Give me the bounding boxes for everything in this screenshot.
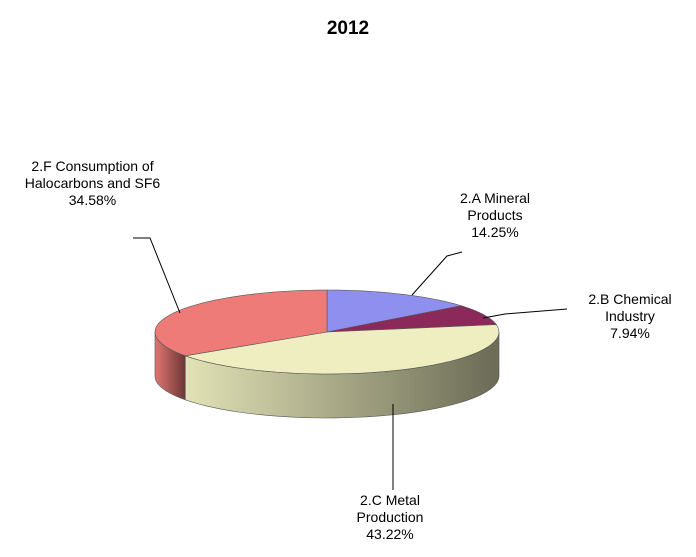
value-label: 7.94% xyxy=(610,325,650,341)
chart-title: 2012 xyxy=(326,18,370,39)
slice xyxy=(185,324,500,375)
category-label: 2.A Mineral Products xyxy=(459,190,531,223)
value-label: 43.22% xyxy=(366,526,414,542)
value-label: 14.25% xyxy=(471,224,519,240)
leader-line xyxy=(133,237,181,314)
category-label: 2.F Consumption of Halocarbons and SF6 xyxy=(24,158,161,191)
leader-line xyxy=(482,308,568,319)
slice-label: 2.C Metal Production 43.22% xyxy=(330,492,450,543)
category-label: 2.B Chemical Industry xyxy=(588,291,672,324)
category-label: 2.C Metal Production xyxy=(356,492,424,525)
slice xyxy=(154,289,328,357)
slice xyxy=(326,289,462,333)
slice-label: 2.A Mineral Products 14.25% xyxy=(445,190,545,241)
slice-label: 2.B Chemical Industry 7.94% xyxy=(565,291,695,342)
slice-label: 2.F Consumption of Halocarbons and SF6 34… xyxy=(10,158,175,209)
slice xyxy=(326,305,497,333)
leader-line xyxy=(411,251,463,296)
value-label: 34.58% xyxy=(68,192,117,208)
